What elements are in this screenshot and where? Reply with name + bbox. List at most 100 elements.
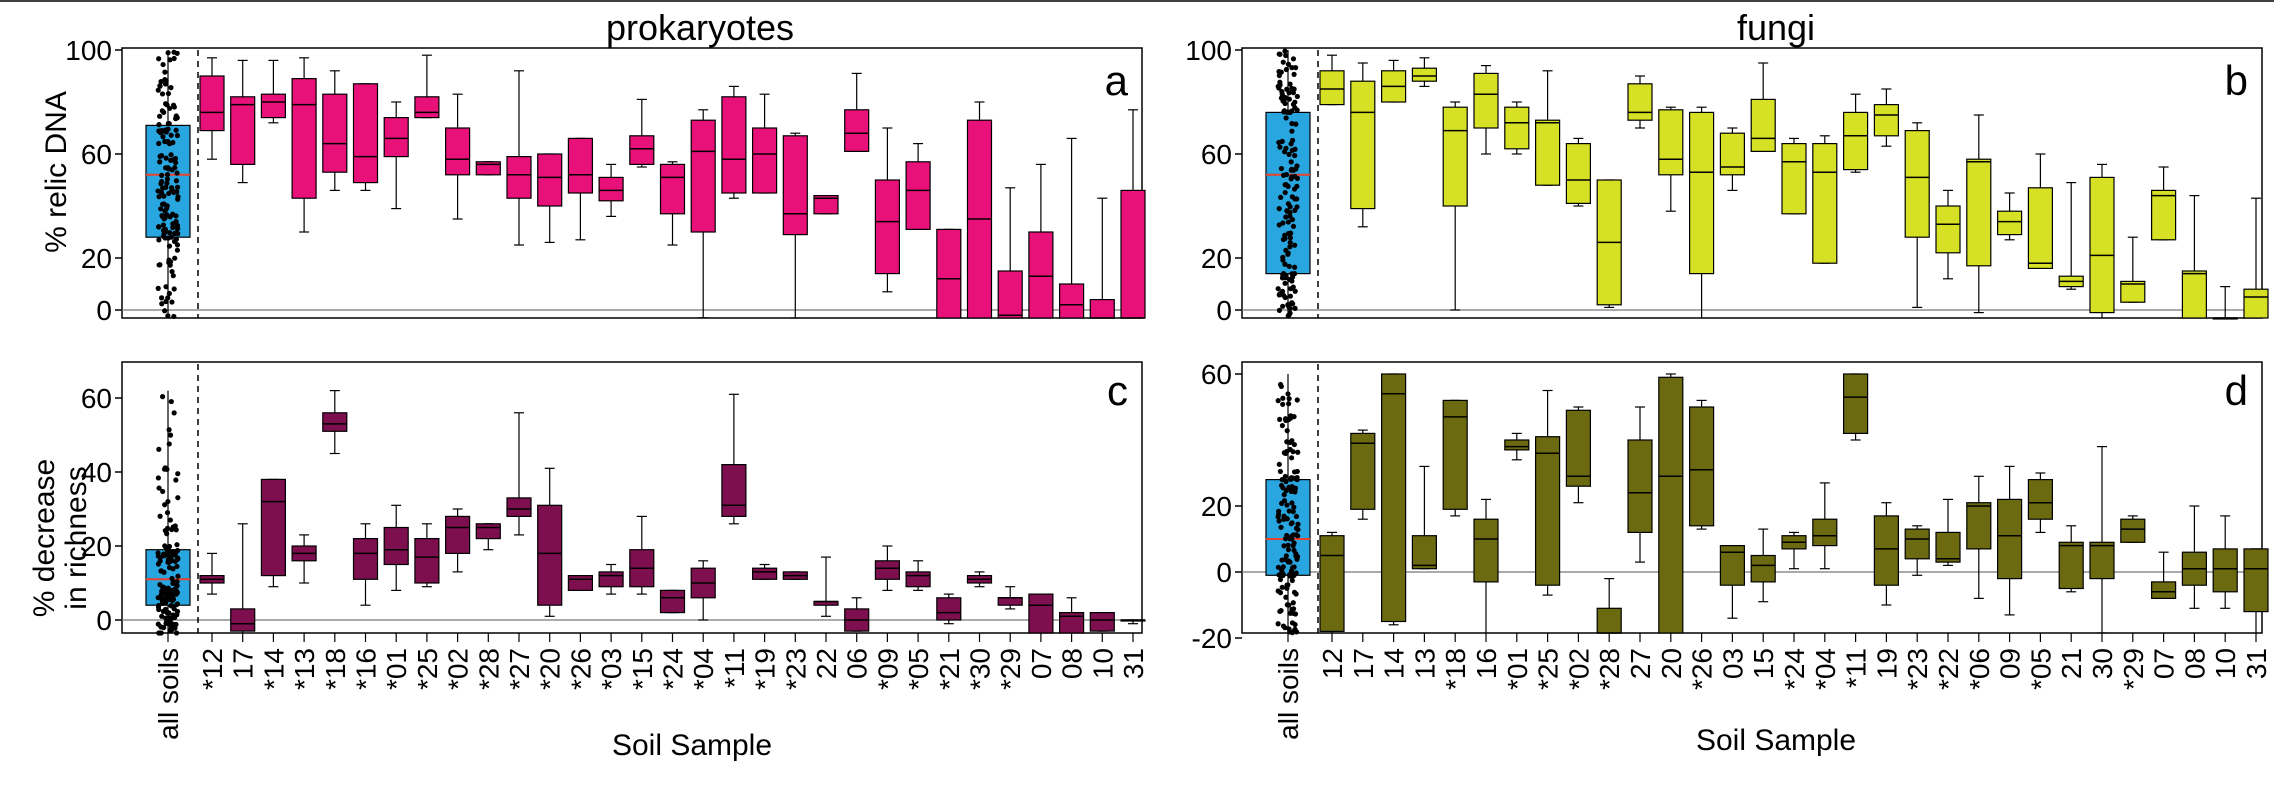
all-soils-point	[1282, 182, 1288, 188]
box-*23	[1904, 122, 1930, 308]
all-soils-point	[170, 224, 176, 231]
all-soils-point	[169, 299, 175, 305]
all-soils-point	[155, 188, 161, 194]
all-soils-point	[166, 610, 172, 616]
all-soils-point	[172, 155, 179, 162]
all-soils-point	[1294, 556, 1300, 562]
box	[352, 537, 379, 580]
x-tick-label: 09	[1995, 648, 2026, 679]
box	[844, 109, 870, 153]
all-soils-point	[1294, 107, 1300, 113]
box	[1380, 373, 1407, 623]
box	[1904, 130, 1930, 238]
box-*02	[1565, 406, 1592, 504]
all-soils-point	[163, 284, 169, 290]
all-soils-point	[161, 553, 168, 559]
plot-frame	[1241, 47, 2263, 319]
box	[506, 156, 532, 199]
all-soils-point	[1279, 89, 1285, 95]
box	[1565, 143, 1592, 205]
all-soils-point	[1280, 172, 1287, 178]
box-*23	[782, 571, 808, 580]
box-*15	[629, 515, 655, 595]
all-soils-point	[1292, 621, 1298, 628]
all-soils-point	[1283, 66, 1289, 73]
all-soils-point	[1287, 536, 1293, 542]
all-soils-point	[171, 286, 177, 292]
box-08	[2181, 195, 2207, 319]
all-soils-point	[160, 134, 166, 140]
box-10	[1089, 611, 1115, 632]
box-*19	[751, 93, 778, 194]
box	[1089, 611, 1115, 632]
all-soils-point	[1293, 532, 1299, 538]
box	[1565, 409, 1592, 487]
all-soils-point	[1286, 96, 1293, 102]
all-soils-point	[160, 61, 166, 68]
all-soils-point	[173, 230, 179, 236]
box	[2120, 280, 2146, 303]
box	[322, 93, 348, 173]
all-soils-point	[1279, 584, 1285, 590]
all-soils-point	[1291, 547, 1297, 553]
all-soils-point	[174, 247, 180, 253]
x-tick-label: 27	[1625, 648, 1656, 679]
x-tick-label: *01	[381, 648, 412, 690]
all-soils-point	[166, 427, 172, 433]
all-soils-point	[1280, 257, 1286, 263]
all-soils-point	[1291, 540, 1297, 546]
x-tick-label: 03	[1717, 648, 1748, 679]
all-soils-point	[163, 298, 169, 305]
y-tick-label: 20	[81, 531, 112, 562]
box-30	[2089, 163, 2115, 318]
all-soils-point	[175, 555, 181, 561]
box	[567, 574, 594, 591]
box-21	[2058, 525, 2084, 593]
all-soils-point	[166, 290, 172, 297]
column-title-fungi: fungi	[1737, 7, 1815, 48]
all-soils-point	[166, 441, 172, 447]
box-17	[230, 59, 256, 184]
box	[1089, 299, 1115, 319]
panel-label-a: a	[1105, 57, 1129, 104]
all-soils-point	[1283, 214, 1289, 220]
all-soils-point	[159, 212, 165, 219]
box-*18	[322, 390, 348, 455]
all-soils-point	[1288, 476, 1294, 482]
box-*20	[537, 153, 563, 243]
all-soils-point	[171, 238, 178, 245]
box	[1028, 593, 1054, 634]
box-16	[1473, 498, 1499, 633]
box-*24	[1781, 137, 1807, 215]
x-tick-label: *09	[872, 648, 903, 690]
box	[598, 571, 624, 588]
all-soils-point	[169, 268, 175, 275]
y-tick-label: 40	[81, 457, 112, 488]
panel-b: 0 20 60 100 b	[1185, 35, 2269, 326]
all-soils-point	[1280, 303, 1286, 309]
all-soils-point	[160, 222, 167, 228]
box-*15	[629, 98, 655, 168]
box	[230, 96, 256, 166]
all-soils-point	[1290, 449, 1296, 455]
x-tick-label: 06	[842, 648, 873, 679]
all-soils-point	[161, 109, 167, 115]
all-soils-point	[168, 132, 174, 138]
box-21	[2058, 182, 2084, 290]
box	[291, 77, 317, 199]
all-soils-point	[1289, 278, 1295, 284]
all-soils-point	[1287, 293, 1294, 299]
x-tick-label-all-soils: all soils	[153, 648, 184, 740]
all-soils-point	[1288, 159, 1294, 165]
all-soils-point	[1278, 482, 1285, 489]
all-soils-point	[167, 105, 173, 111]
column-title-prokaryotes: prokaryotes	[606, 7, 794, 48]
all-soils-point	[162, 543, 168, 549]
all-soils-point	[1282, 280, 1288, 286]
all-soils-point	[1281, 492, 1287, 498]
box	[2027, 187, 2054, 270]
box	[659, 163, 686, 215]
box	[1473, 72, 1499, 129]
all-soils-point	[171, 410, 177, 416]
x-tick-label: *01	[1502, 648, 1533, 690]
